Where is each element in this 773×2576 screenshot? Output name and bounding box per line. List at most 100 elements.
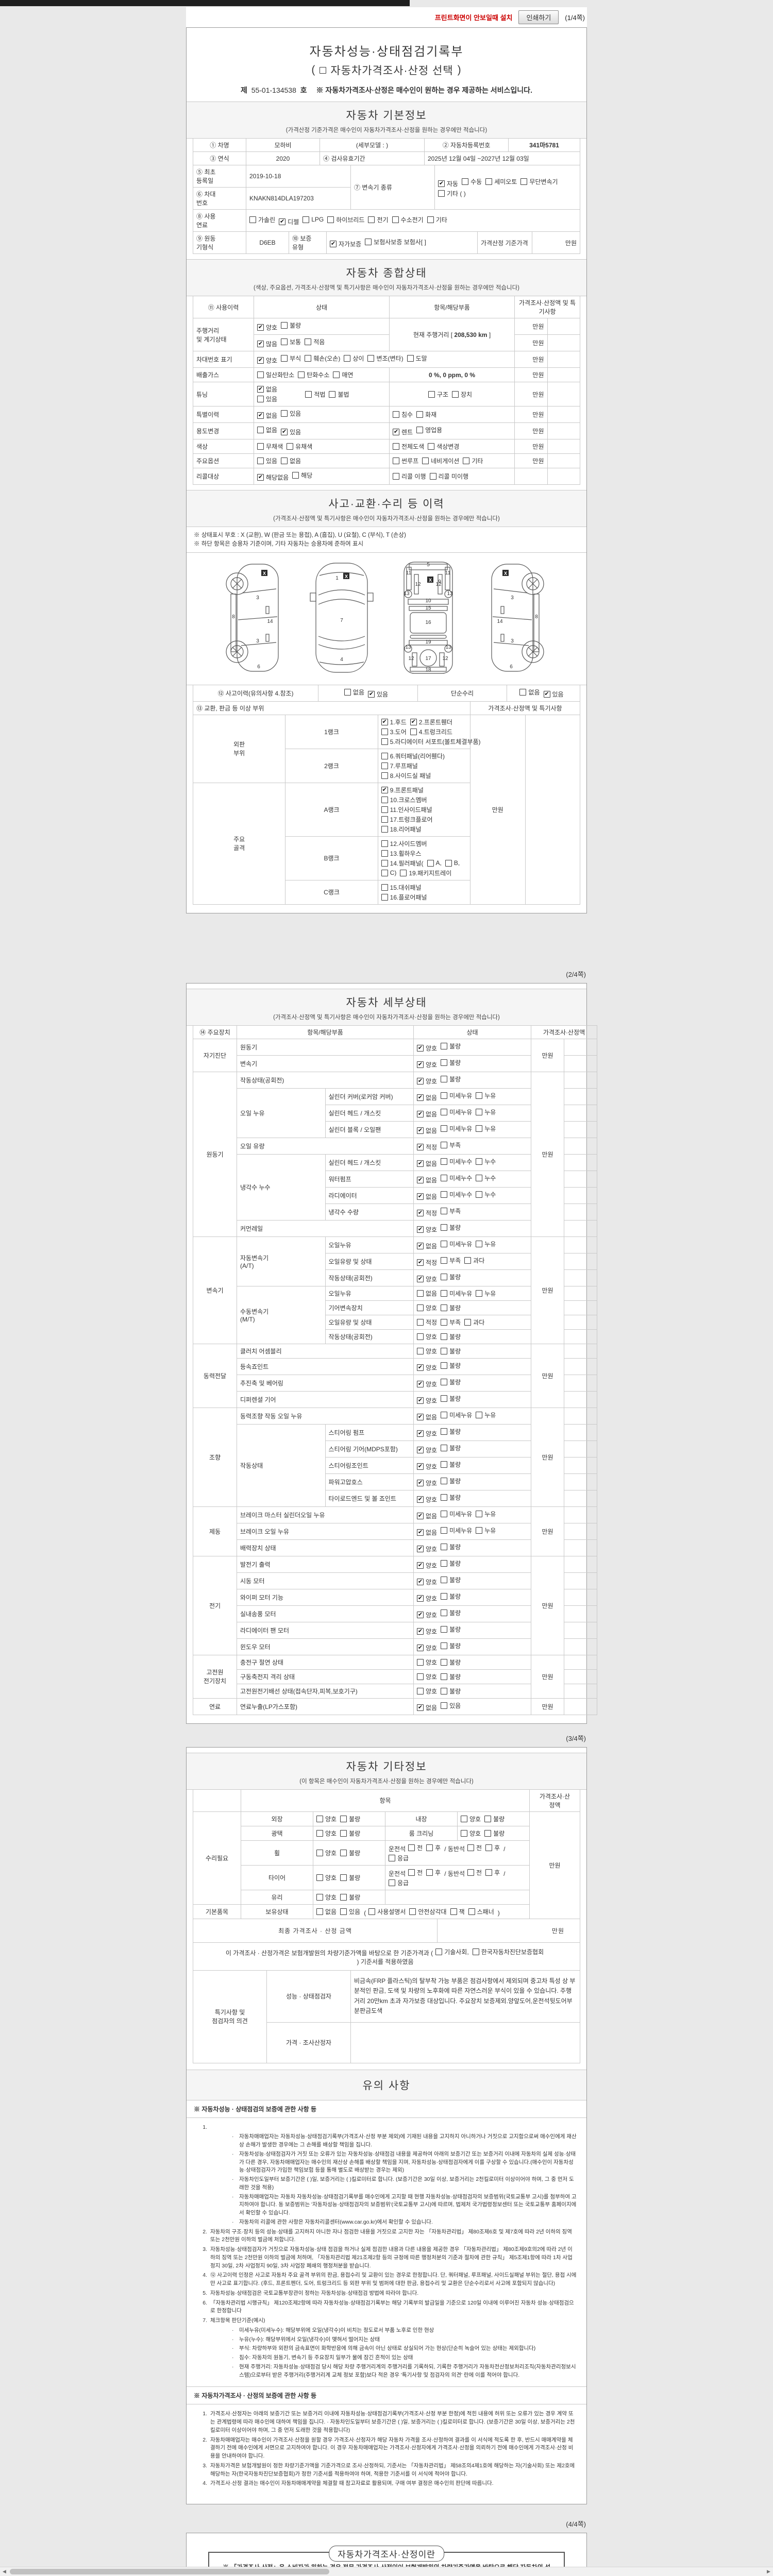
checkbox[interactable]: ✔ [393, 429, 399, 435]
checkbox[interactable] [340, 1893, 347, 1901]
checkbox[interactable] [417, 1673, 424, 1680]
price-survey-select-checkbox[interactable] [320, 66, 327, 74]
checkbox[interactable] [441, 1290, 448, 1297]
checkbox[interactable] [344, 355, 351, 362]
checkbox[interactable] [427, 216, 434, 223]
checkbox[interactable] [381, 893, 388, 901]
checkbox[interactable]: ✔ [257, 386, 264, 393]
checkbox[interactable] [257, 371, 264, 378]
checkbox[interactable] [417, 1318, 424, 1326]
checkbox[interactable] [450, 1908, 457, 1915]
checkbox[interactable] [435, 1948, 443, 1955]
checkbox[interactable]: ✔ [417, 1595, 424, 1602]
checkbox[interactable]: ✔ [417, 1611, 424, 1618]
checkbox[interactable] [381, 840, 388, 847]
checkbox[interactable] [381, 772, 388, 779]
checkbox[interactable] [281, 355, 288, 362]
checkbox[interactable] [441, 1042, 448, 1049]
checkbox[interactable] [452, 391, 459, 398]
checkbox[interactable]: ✔ [417, 1364, 424, 1371]
checkbox[interactable] [485, 178, 493, 185]
checkbox[interactable]: ✔ [417, 1704, 424, 1711]
checkbox[interactable] [393, 457, 399, 464]
checkbox[interactable] [417, 1347, 424, 1354]
checkbox[interactable]: ✔ [417, 1512, 424, 1519]
horizontal-scrollbar[interactable]: ◀ ▶ [0, 2567, 773, 2576]
checkbox[interactable] [484, 1815, 492, 1822]
checkbox[interactable]: ✔ [417, 1628, 424, 1635]
checkbox[interactable]: ✔ [368, 690, 375, 698]
checkbox[interactable]: ✔ [417, 1430, 424, 1437]
checkbox[interactable] [441, 1428, 448, 1435]
checkbox[interactable] [305, 355, 312, 362]
checkbox[interactable]: ✔ [543, 690, 550, 698]
checkbox[interactable] [429, 473, 436, 480]
checkbox[interactable] [381, 859, 388, 867]
checkbox[interactable] [428, 391, 435, 398]
checkbox[interactable] [441, 1642, 448, 1649]
checkbox[interactable] [281, 410, 288, 417]
checkbox[interactable] [476, 1125, 483, 1132]
checkbox[interactable]: ✔ [417, 1446, 424, 1453]
checkbox[interactable] [476, 1527, 483, 1534]
checkbox[interactable] [476, 1158, 483, 1165]
checkbox[interactable] [468, 1908, 475, 1915]
checkbox[interactable] [441, 1191, 448, 1198]
checkbox[interactable] [464, 1257, 472, 1264]
checkbox[interactable] [416, 427, 424, 433]
checkbox[interactable] [441, 1576, 448, 1583]
checkbox[interactable] [340, 1908, 347, 1915]
checkbox[interactable] [393, 473, 399, 480]
checkbox[interactable] [426, 1869, 433, 1876]
checkbox[interactable] [441, 1543, 448, 1550]
checkbox[interactable] [476, 1108, 483, 1115]
checkbox[interactable] [381, 850, 388, 857]
checkbox[interactable]: ✔ [417, 1143, 424, 1150]
checkbox[interactable]: ✔ [417, 1242, 424, 1249]
checkbox[interactable] [441, 1224, 448, 1231]
checkbox[interactable] [472, 1948, 479, 1955]
checkbox[interactable]: ✔ [417, 1226, 424, 1233]
checkbox[interactable]: ✔ [417, 1259, 424, 1266]
checkbox[interactable] [476, 1290, 483, 1297]
checkbox[interactable] [257, 396, 264, 402]
checkbox[interactable] [281, 457, 288, 464]
checkbox[interactable]: ✔ [438, 180, 445, 187]
checkbox[interactable]: ✔ [417, 1644, 424, 1651]
checkbox[interactable] [441, 1673, 448, 1680]
checkbox[interactable] [441, 1625, 448, 1633]
checkbox[interactable]: ✔ [417, 1077, 424, 1084]
checkbox[interactable] [381, 825, 388, 833]
checkbox[interactable] [441, 1240, 448, 1247]
checkbox[interactable] [484, 1829, 492, 1837]
checkbox[interactable] [305, 391, 312, 398]
checkbox[interactable] [281, 322, 288, 329]
checkbox[interactable]: ✔ [410, 718, 417, 725]
checkbox[interactable]: ✔ [417, 1496, 424, 1503]
checkbox[interactable] [316, 1815, 323, 1822]
checkbox[interactable]: ✔ [279, 218, 286, 225]
checkbox[interactable]: ✔ [417, 1397, 424, 1404]
checkbox[interactable] [441, 1444, 448, 1451]
checkbox[interactable]: ✔ [417, 1562, 424, 1569]
checkbox[interactable]: ✔ [417, 1044, 424, 1052]
checkbox[interactable]: ✔ [417, 1545, 424, 1552]
checkbox[interactable] [381, 728, 388, 735]
checkbox[interactable] [257, 427, 264, 433]
checkbox[interactable] [281, 338, 288, 345]
checkbox[interactable] [410, 728, 417, 735]
checkbox[interactable] [408, 1869, 415, 1876]
checkbox[interactable] [389, 1854, 395, 1861]
checkbox[interactable] [316, 1908, 323, 1915]
checkbox[interactable] [485, 1844, 493, 1851]
checkbox[interactable] [441, 1592, 448, 1600]
checkbox[interactable] [476, 1240, 483, 1247]
checkbox[interactable] [441, 1158, 448, 1165]
checkbox[interactable] [340, 1829, 347, 1837]
checkbox[interactable] [416, 411, 424, 418]
checkbox[interactable] [381, 816, 388, 823]
checkbox[interactable] [441, 1378, 448, 1385]
checkbox[interactable] [417, 1304, 424, 1311]
checkbox[interactable] [441, 1687, 448, 1694]
checkbox[interactable] [303, 216, 310, 223]
